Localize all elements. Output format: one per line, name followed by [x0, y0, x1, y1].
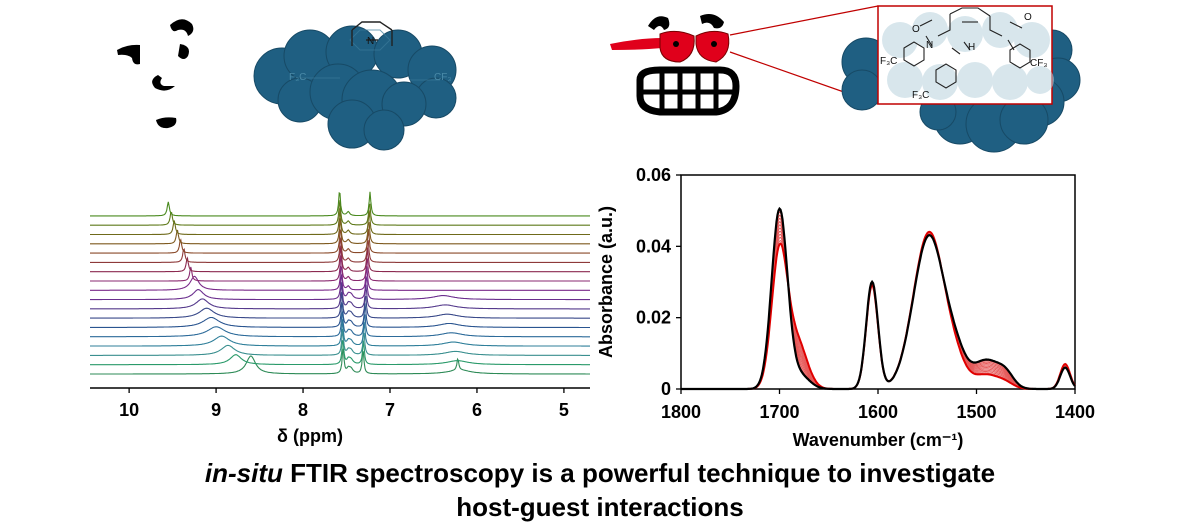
- ftir-x-tick-label: 1400: [1055, 402, 1095, 422]
- nmr-trace: [90, 228, 590, 254]
- nmr-x-tick-label: 10: [119, 400, 139, 420]
- ftir-x-tick-label: 1700: [759, 402, 799, 422]
- inset-cf3-left: F₃C: [880, 56, 897, 67]
- face-with-red-glasses-icon: [610, 14, 740, 116]
- ftir-x-tick-label: 1800: [661, 402, 701, 422]
- ftir-traces: [681, 206, 1076, 391]
- nmr-trace: [90, 340, 590, 366]
- inset-cf3-bottom: F₃C: [912, 90, 929, 101]
- nmr-x-tick-label: 7: [385, 400, 395, 420]
- ftir-intermediate-trace: [681, 211, 1076, 390]
- ftir-y-axis-title: Absorbance (a.u.): [596, 206, 616, 358]
- ftir-intermediate-trace: [681, 232, 1076, 390]
- gaze-line-top: [729, 5, 879, 36]
- cloud-cf3-label: F₃C: [289, 72, 306, 83]
- inset-o-label: O: [912, 24, 920, 35]
- ftir-intermediate-trace: [681, 214, 1076, 390]
- nmr-trace: [90, 237, 590, 263]
- ftir-chart: 1800 1700 1600 1500 1400 0 0.02 0.04 0.06 Wavenu…: [596, 165, 1095, 450]
- nmr-trace: [90, 311, 590, 338]
- nmr-trace: [90, 255, 590, 282]
- ftir-y-tick-label: 0: [661, 379, 671, 399]
- inset-o-label-right: O: [1024, 12, 1032, 23]
- ftir-intermediate-trace: [681, 227, 1076, 390]
- ftir-x-tick-label: 1600: [858, 402, 898, 422]
- cloud-n-label: N: [367, 36, 374, 47]
- nmr-trace: [90, 191, 590, 217]
- face-eyebrow-right: [170, 19, 194, 36]
- ftir-intermediate-trace: [681, 224, 1076, 390]
- ftir-ticks: 1800 1700 1600 1500 1400 0 0.02 0.04 0.06: [636, 165, 1095, 422]
- caption-italic: in-situ: [204, 458, 283, 488]
- ftir-plot-frame: [680, 174, 1076, 390]
- ftir-x-tick-label: 1500: [956, 402, 996, 422]
- nmr-chart: 10 9 8 7 6 5 δ (ppm): [90, 191, 590, 446]
- inset-h-label: H: [968, 42, 975, 53]
- nmr-trace: [90, 301, 590, 329]
- nmr-x-tick-label: 5: [559, 400, 569, 420]
- nmr-trace: [90, 348, 590, 375]
- caption-line-2: host-guest interactions: [456, 492, 744, 522]
- nmr-x-tick-label: 9: [211, 400, 221, 420]
- confused-face-icon: [117, 19, 194, 129]
- nmr-trace: [90, 291, 590, 319]
- face-chin: [156, 117, 177, 129]
- cloud-cf3-label-right: CF₃: [434, 72, 451, 83]
- ftir-series-red: [681, 230, 1076, 390]
- face-eye-left: [117, 44, 140, 65]
- inset-n-label: N: [926, 40, 933, 51]
- face-brow-right: [700, 14, 724, 29]
- ftir-intermediate-trace: [681, 230, 1076, 390]
- molecule-inset: O N O H F₃C CF₃ F₃C: [877, 5, 1054, 105]
- nmr-trace: [90, 274, 590, 301]
- nmr-trace: [90, 265, 590, 291]
- ftir-intermediate-trace: [681, 231, 1076, 390]
- nmr-trace: [90, 282, 590, 310]
- nmr-trace: [90, 328, 590, 356]
- nmr-x-tick-label: 6: [472, 400, 482, 420]
- ftir-intermediate-trace: [681, 217, 1076, 390]
- ftir-series-black: [681, 206, 1076, 391]
- nmr-trace: [90, 245, 590, 273]
- glasses-arm: [610, 38, 662, 50]
- nmr-traces: [90, 191, 590, 375]
- inset-cf3-right: CF₃: [1030, 58, 1047, 69]
- nmr-x-axis-title: δ (ppm): [277, 426, 343, 446]
- mof-cloud-icon: N F₃C CF₃: [253, 21, 457, 151]
- nmr-x-ticks: 10 9 8 7 6 5: [119, 388, 569, 420]
- nmr-trace: [90, 319, 590, 347]
- face-mouth: [152, 75, 175, 91]
- ftir-y-tick-label: 0.02: [636, 308, 671, 328]
- ftir-y-tick-label: 0.04: [636, 236, 671, 256]
- face-eye-right: [178, 44, 189, 59]
- ftir-y-tick-label: 0.06: [636, 165, 671, 185]
- nmr-trace: [90, 218, 590, 245]
- face-brow-left: [648, 16, 670, 30]
- ftir-x-axis-title: Wavenumber (cm⁻¹): [793, 430, 964, 450]
- ftir-intermediate-trace: [681, 231, 1076, 390]
- caption-rest: FTIR spectroscopy is a powerful techniqu…: [282, 458, 996, 488]
- ftir-intermediate-trace: [681, 221, 1076, 390]
- glasses-lens-right: [695, 30, 730, 63]
- nmr-x-tick-label: 8: [298, 400, 308, 420]
- caption-line-1: in-situ FTIR spectroscopy is a powerful …: [0, 456, 1200, 490]
